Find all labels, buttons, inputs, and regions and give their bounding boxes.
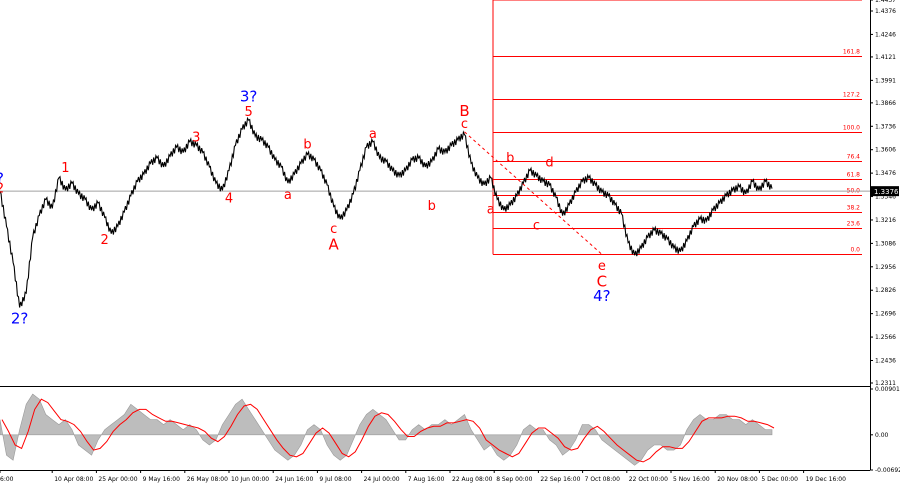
oscillator-pane — [0, 393, 775, 466]
fib-level-label: 38.2 — [847, 205, 861, 212]
y-tick-label: 1.2311 — [875, 380, 896, 387]
y-tick-label: 1.4121 — [875, 54, 896, 61]
wave-label: d — [545, 156, 553, 171]
oscillator-signal-line — [1, 398, 775, 463]
x-tick-label: 19 Dec 16:00 — [806, 476, 847, 483]
oscillator-histogram — [0, 393, 773, 466]
wave-label: a — [487, 202, 495, 217]
y-tick-label: 1.3736 — [875, 123, 896, 130]
y-tick-label: 1.2826 — [875, 287, 896, 294]
x-tick-label: 22 Aug 08:00 — [452, 476, 493, 483]
x-tick-label: 7 Oct 08:00 — [585, 476, 620, 483]
wave-label: ? — [0, 170, 4, 188]
fib-level-label: 161.8 — [843, 49, 860, 56]
wave-label: C — [597, 272, 607, 290]
wave-label: 4? — [593, 287, 611, 305]
y-tick-label: 1.3086 — [875, 240, 896, 247]
y-tick-label: 1.3216 — [875, 217, 896, 224]
price-series — [0, 116, 773, 308]
osc-y-tick-label: 0.00901 — [875, 386, 900, 393]
wave-label: 2 — [0, 182, 4, 197]
current-price-badge — [871, 186, 899, 197]
y-tick-label: 1.4376 — [875, 8, 896, 15]
fib-level-label: 76.4 — [847, 154, 861, 161]
y-tick-label: 1.2566 — [875, 334, 896, 341]
fib-level-label: 100.0 — [843, 125, 860, 132]
x-tick-label: 20 Nov 08:00 — [717, 476, 758, 483]
x-tick-label: 7 Aug 16:00 — [408, 476, 445, 483]
x-tick-label: 6:00 — [0, 476, 14, 483]
wave-label: A — [329, 235, 340, 253]
fib-level-label: 23.6 — [847, 221, 861, 228]
x-tick-label: 25 Apr 00:00 — [98, 476, 137, 483]
x-tick-label: 26 May 08:00 — [187, 476, 228, 483]
price-line — [0, 116, 773, 308]
wave-label: 2 — [101, 233, 109, 248]
wave-label: 2? — [11, 309, 29, 327]
wave-label: 3 — [192, 130, 200, 145]
y-tick-label: 1.2956 — [875, 264, 896, 271]
x-tick-label: 9 May 16:00 — [143, 476, 181, 483]
y-tick-label: 1.3606 — [875, 147, 896, 154]
x-tick-label: 5 Dec 00:00 — [761, 476, 798, 483]
wave-label: b — [303, 138, 311, 153]
y-tick-label: 1.4246 — [875, 31, 896, 38]
wave-label: a — [369, 127, 377, 142]
osc-y-tick-label: -0.00692 — [875, 467, 900, 474]
wave-label: c — [330, 222, 337, 237]
y-tick-label: 1.3346 — [875, 194, 896, 201]
x-tick-label: 24 Jun 16:00 — [275, 476, 313, 483]
fib-level-label: 61.8 — [847, 172, 861, 179]
wave-label: 5 — [244, 105, 252, 120]
x-tick-label: 24 Jul 00:00 — [364, 476, 400, 483]
wave-label: c — [533, 219, 540, 234]
wave-label: 4 — [225, 192, 233, 207]
wave-label: a — [284, 188, 292, 203]
fib-level-label: 0.0 — [850, 247, 860, 254]
reference-lines — [0, 131, 870, 255]
wave-label: e — [598, 259, 606, 274]
osc-y-tick-label: 0.00 — [875, 432, 889, 439]
y-tick-label: 1.3866 — [875, 100, 896, 107]
current-price-label: 1.3376 — [874, 188, 899, 196]
wave-label: 3? — [240, 88, 258, 106]
wave-label: 1 — [61, 161, 69, 176]
wave-label: c — [461, 117, 468, 132]
y-tick-label: 1.3476 — [875, 170, 896, 177]
x-tick-label: 22 Sep 16:00 — [540, 476, 580, 483]
x-tick-label: 10 Apr 08:00 — [54, 476, 93, 483]
wave-label: b — [428, 199, 436, 214]
y-tick-label: 1.2696 — [875, 311, 896, 318]
x-tick-label: 22 Oct 00:00 — [629, 476, 668, 483]
wave-label: b — [506, 151, 514, 166]
wave-label: B — [459, 102, 469, 120]
x-tick-label: 5 Nov 16:00 — [673, 476, 710, 483]
x-tick-label: 10 Jun 00:00 — [231, 476, 269, 483]
wave-diagonal — [464, 131, 603, 255]
x-tick-label: 8 Sep 00:00 — [496, 476, 532, 483]
y-tick-label: 1.3991 — [875, 77, 896, 84]
fib-level-label: 127.2 — [843, 92, 860, 99]
y-tick-label: 1.2436 — [875, 357, 896, 364]
x-tick-label: 9 Jul 08:00 — [319, 476, 351, 483]
y-tick-label: 1.4437 — [875, 0, 896, 4]
